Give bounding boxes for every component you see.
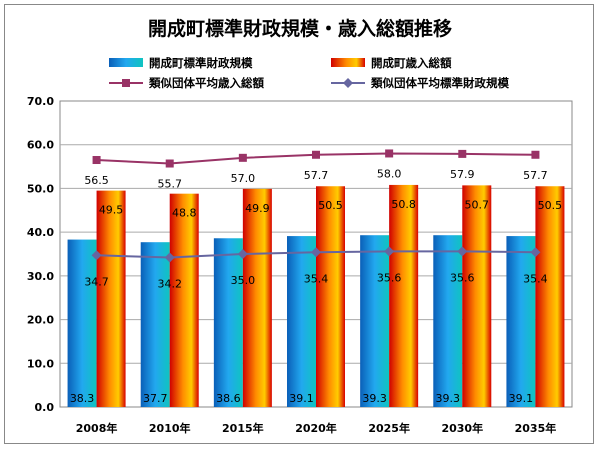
bar-standard-fiscal-scale <box>140 242 170 407</box>
line-label-similar-avg-revenue: 55.7 <box>157 178 182 191</box>
legend-label: 開成町標準財政規模 <box>149 56 253 70</box>
x-tick-label: 2010年 <box>149 421 191 435</box>
legend-label: 類似団体平均標準財政規模 <box>370 76 509 90</box>
marker-similar-avg-fiscal-scale <box>530 247 541 258</box>
chart: 開成町標準財政規模・歳入総額推移 開成町標準財政規模 開成町歳入総額類似団体平均歳… <box>27 17 573 435</box>
legend-label: 類似団体平均歳入総額 <box>148 76 264 90</box>
bar-standard-fiscal-scale <box>213 238 243 407</box>
y-tick-label: 50.0 <box>27 182 54 195</box>
legend-marker-diamond <box>343 78 353 88</box>
bar-label-total-revenue: 49.5 <box>99 204 124 217</box>
bar-label-standard-fiscal-scale: 38.3 <box>70 392 95 405</box>
bar-label-total-revenue: 48.8 <box>172 207 197 220</box>
legend-swatch-total-revenue <box>331 58 365 67</box>
bar-standard-fiscal-scale <box>287 236 316 407</box>
bar-label-total-revenue: 50.8 <box>391 198 416 211</box>
bar-label-standard-fiscal-scale: 38.6 <box>216 392 241 405</box>
legend-label: 開成町歳入総額 <box>371 56 452 70</box>
line-label-similar-avg-revenue: 57.7 <box>523 169 548 182</box>
x-tick-label: 2020年 <box>295 421 337 435</box>
line-label-similar-avg-fiscal-scale: 34.7 <box>84 275 109 288</box>
x-tick-label: 2025年 <box>368 421 410 435</box>
line-label-similar-avg-fiscal-scale: 35.4 <box>304 272 329 285</box>
x-tick-label: 2035年 <box>515 421 557 435</box>
marker-similar-avg-revenue <box>165 159 174 168</box>
marker-similar-avg-fiscal-scale <box>384 246 395 257</box>
bar-standard-fiscal-scale <box>433 235 463 407</box>
lines <box>91 149 541 263</box>
marker-similar-avg-fiscal-scale <box>237 249 248 259</box>
marker-similar-avg-revenue <box>531 150 540 159</box>
y-tick-label: 0.0 <box>35 401 55 414</box>
line-label-similar-avg-revenue: 57.9 <box>450 168 475 181</box>
marker-similar-avg-revenue <box>312 150 320 159</box>
bar-standard-fiscal-scale <box>360 235 390 407</box>
y-axis: 0.0 10.0 20.0 30.0 40.0 50.0 60.0 70.0 <box>27 95 54 414</box>
marker-similar-avg-fiscal-scale <box>91 250 102 261</box>
bars <box>67 184 565 407</box>
legend-swatch-standard-fiscal-scale <box>109 58 143 67</box>
y-tick-label: 70.0 <box>27 95 54 108</box>
chart-title: 開成町標準財政規模・歳入総額推移 <box>148 17 452 40</box>
bar-total-revenue <box>316 186 345 407</box>
y-tick-label: 20.0 <box>27 314 54 327</box>
line-label-similar-avg-fiscal-scale: 34.2 <box>157 277 182 290</box>
line-label-similar-avg-fiscal-scale: 35.0 <box>231 274 256 287</box>
chart-frame: 開成町標準財政規模・歳入総額推移 開成町標準財政規模 開成町歳入総額類似団体平均歳… <box>4 4 594 444</box>
x-tick-label: 2008年 <box>76 421 118 435</box>
marker-similar-avg-fiscal-scale <box>164 252 175 263</box>
plot-area: 0.0 10.0 20.0 30.0 40.0 50.0 60.0 70.0 2008年 201… <box>27 95 573 435</box>
bar-label-standard-fiscal-scale: 39.1 <box>289 392 314 405</box>
y-tick-label: 40.0 <box>27 226 54 239</box>
line-label-similar-avg-fiscal-scale: 35.6 <box>450 271 475 284</box>
line-label-similar-avg-fiscal-scale: 35.4 <box>523 272 548 285</box>
bar-total-revenue <box>96 190 126 407</box>
line-label-similar-avg-revenue: 58.0 <box>377 167 402 180</box>
bar-total-revenue <box>169 193 199 407</box>
line-label-similar-avg-revenue: 57.0 <box>231 172 256 185</box>
line-label-similar-avg-revenue: 56.5 <box>84 174 109 187</box>
y-tick-label: 10.0 <box>27 357 54 370</box>
bar-total-revenue <box>242 188 272 407</box>
x-tick-label: 2015年 <box>222 421 264 435</box>
y-tick-label: 60.0 <box>27 139 54 152</box>
marker-similar-avg-revenue <box>92 156 101 165</box>
legend-marker-square <box>122 79 130 87</box>
bar-label-total-revenue: 50.5 <box>538 199 563 212</box>
marker-similar-avg-revenue <box>458 149 467 158</box>
x-tick-label: 2030年 <box>441 421 483 435</box>
bar-label-standard-fiscal-scale: 37.7 <box>143 392 168 405</box>
bar-label-standard-fiscal-scale: 39.1 <box>509 392 534 405</box>
marker-similar-avg-fiscal-scale <box>311 247 321 258</box>
y-tick-label: 30.0 <box>27 270 54 283</box>
line-label-similar-avg-revenue: 57.7 <box>304 169 329 182</box>
bar-total-revenue <box>462 185 492 407</box>
bar-label-total-revenue: 50.7 <box>465 198 490 211</box>
bar-standard-fiscal-scale <box>506 236 536 407</box>
line-label-similar-avg-fiscal-scale: 35.6 <box>377 271 402 284</box>
bar-total-revenue <box>389 184 419 407</box>
bar-label-total-revenue: 50.5 <box>318 199 343 212</box>
bar-label-standard-fiscal-scale: 39.3 <box>436 392 461 405</box>
bar-label-total-revenue: 49.9 <box>245 202 270 215</box>
marker-similar-avg-fiscal-scale <box>457 246 468 257</box>
bar-standard-fiscal-scale <box>67 239 97 407</box>
marker-similar-avg-revenue <box>238 153 247 162</box>
bar-label-standard-fiscal-scale: 39.3 <box>362 392 387 405</box>
marker-similar-avg-revenue <box>385 149 394 158</box>
data-labels: 38.3 49.5 37.7 48.8 38.6 49.9 39.1 50.5 39.3 50.8… <box>70 167 562 405</box>
x-axis: 2008年 2010年 2015年 2020年 2025年 2030年 2035年 <box>76 421 556 435</box>
bar-total-revenue <box>535 186 565 407</box>
